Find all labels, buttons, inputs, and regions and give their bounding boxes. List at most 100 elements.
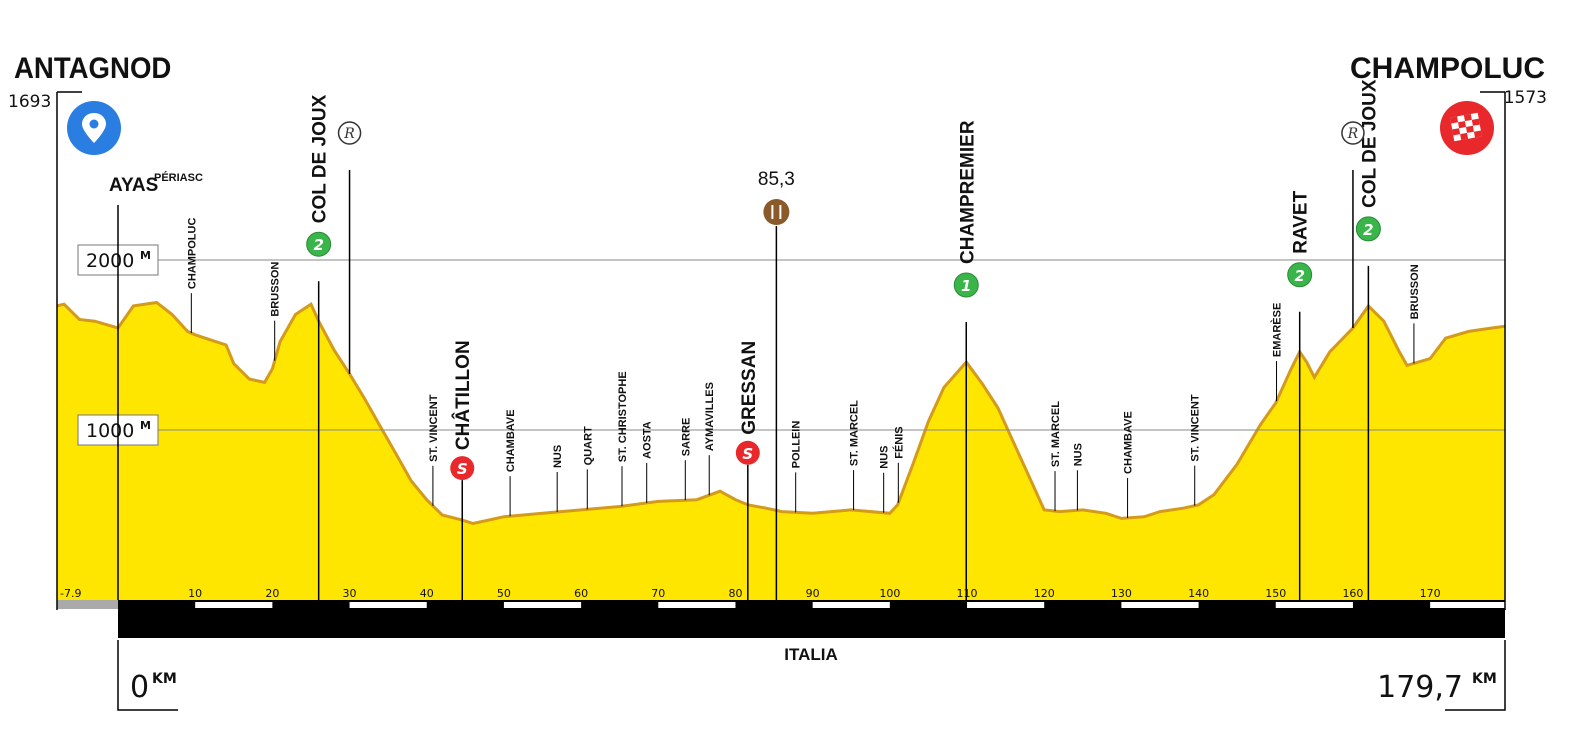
- x-tick-label: 110: [957, 587, 978, 600]
- place-label-small: AOSTA: [642, 421, 654, 459]
- region-mark-letter: R: [1347, 126, 1359, 142]
- place-label-small: NUS: [552, 445, 564, 468]
- x-tick-label: 150: [1265, 587, 1286, 600]
- place-label-small: CHAMBAVE: [505, 409, 517, 472]
- altitude-unit-1000: M: [140, 419, 151, 432]
- fork-knife-icon: [763, 199, 790, 225]
- place-label-small: CHAMPOLUC: [186, 218, 198, 290]
- place-label-small: ST. MARCEL: [849, 400, 861, 466]
- place-label-small: EMARÈSE: [1271, 303, 1284, 357]
- axis-scale-white-segment: [349, 602, 427, 608]
- x-tick-label: 160: [1342, 587, 1363, 600]
- checkered-flag-icon: [1440, 101, 1494, 155]
- x-tick-label: 170: [1420, 587, 1441, 600]
- axis-km-band: [118, 610, 1505, 638]
- place-label-small: ST. VINCENT: [1190, 394, 1202, 462]
- country-label: ITALIA: [784, 645, 838, 664]
- climb-category-badge: [953, 272, 979, 298]
- x-tick-label: 140: [1188, 587, 1209, 600]
- finish-distance-bracket: [1445, 640, 1506, 711]
- elevation-area: [57, 302, 1505, 600]
- place-label-small: ST. MARCEL: [1050, 401, 1062, 467]
- axis-scale-white-segment: [812, 602, 890, 608]
- place-label-small: SARRE: [680, 418, 692, 457]
- place-label: COL DE JOUX: [310, 94, 331, 223]
- feed-icon-circle: [763, 199, 790, 225]
- x-tick-label: 40: [420, 587, 434, 600]
- climb-category-number: 2: [1363, 221, 1373, 239]
- start-distance-unit: KM: [152, 671, 177, 687]
- x-tick-label: 80: [728, 587, 742, 600]
- climb-category-number: 2: [1294, 267, 1304, 285]
- altitude-label-1000: 1000: [86, 420, 134, 442]
- axis-scale-white-segment: [1430, 602, 1508, 608]
- region-mark-circle: [1341, 121, 1365, 145]
- x-tick-label: 90: [806, 587, 820, 600]
- place-label-small: NUS: [879, 446, 891, 469]
- start-altitude: 1693: [8, 92, 51, 112]
- axis-scale-bar: [118, 600, 1505, 610]
- region-mark-letter: R: [343, 126, 355, 142]
- x-tick-label: -7.9: [60, 587, 81, 600]
- start-distance-bracket: [117, 640, 178, 711]
- feed-zone-marker: 85,3: [758, 169, 795, 225]
- place-label: COL DE JOUX: [1359, 79, 1380, 208]
- place-label-small: NUS: [1072, 443, 1084, 466]
- x-tick-label: 10: [188, 587, 202, 600]
- place-label-small: CHAMBAVE: [1123, 411, 1135, 474]
- climb-category-badge: [306, 231, 332, 257]
- place-label-small: AYMAVILLES: [704, 382, 716, 451]
- place-label: RAVET: [1291, 190, 1312, 253]
- feed-zone-km: 85,3: [758, 169, 795, 190]
- start-name: ANTAGNOD: [14, 52, 171, 85]
- axis-scale-white-segment: [1275, 602, 1353, 608]
- x-tick-label: 50: [497, 587, 511, 600]
- place-label-small: POLLEIN: [791, 421, 803, 469]
- place-label: GRESSAN: [739, 341, 760, 435]
- x-tick-label: 100: [879, 587, 900, 600]
- place-label-small: FÉNIS: [892, 426, 905, 458]
- place-label-small: ST. CHRISTOPHE: [617, 371, 629, 462]
- climb-category-badge: [1355, 216, 1381, 242]
- elevation-line: [56, 300, 1506, 526]
- finish-name: CHAMPOLUC: [1350, 52, 1545, 85]
- place-label-small: BRUSSON: [270, 262, 282, 317]
- axis-scale-white-segment: [195, 602, 273, 608]
- place-sublabel-periasc: PÉRIASC: [154, 171, 203, 184]
- sprint-letter: S: [457, 460, 468, 478]
- climb-category-number: 2: [313, 236, 323, 254]
- distance-axis: -7.9 10 20 30 40 50 60 70 80 90 100 110 120 130 140 150…: [57, 587, 1508, 638]
- place-label: CHAMPREMIER: [957, 120, 978, 264]
- x-tick-label: 30: [343, 587, 357, 600]
- climb-category-number: 1: [961, 277, 971, 295]
- climb-category-badge: [1287, 262, 1313, 288]
- x-tick-label: 60: [574, 587, 588, 600]
- x-tick-label: 70: [651, 587, 665, 600]
- x-tick-label: 20: [265, 587, 279, 600]
- place-label-small: QUART: [582, 426, 594, 465]
- sprint-letter: S: [742, 445, 753, 463]
- finish-distance-unit: KM: [1472, 671, 1497, 687]
- place-label: CHÂTILLON: [452, 340, 474, 450]
- place-label-small: ST. VINCENT: [428, 394, 440, 462]
- start-distance: 0: [130, 670, 149, 705]
- sprint-badge: [450, 456, 475, 481]
- finish-distance: 179,7: [1377, 670, 1463, 705]
- altitude-label-2000: 2000: [86, 250, 134, 272]
- x-tick-label: 120: [1034, 587, 1055, 600]
- location-pin-icon: [67, 101, 121, 155]
- region-mark-circle: [337, 121, 362, 145]
- axis-scale-white-segment: [658, 602, 736, 608]
- axis-scale-white-segment: [503, 602, 582, 608]
- altitude-unit-2000: M: [140, 249, 151, 262]
- finish-altitude: 1573: [1504, 88, 1547, 108]
- sprint-badge: [735, 440, 760, 465]
- x-tick-label: 130: [1111, 587, 1132, 600]
- axis-scale-white-segment: [967, 602, 1045, 608]
- axis-scale-white-segment: [1121, 602, 1199, 608]
- axis-prestart-bar: [57, 600, 118, 609]
- place-label-ayas: AYAS: [109, 175, 158, 196]
- place-label-small: BRUSSON: [1409, 264, 1421, 319]
